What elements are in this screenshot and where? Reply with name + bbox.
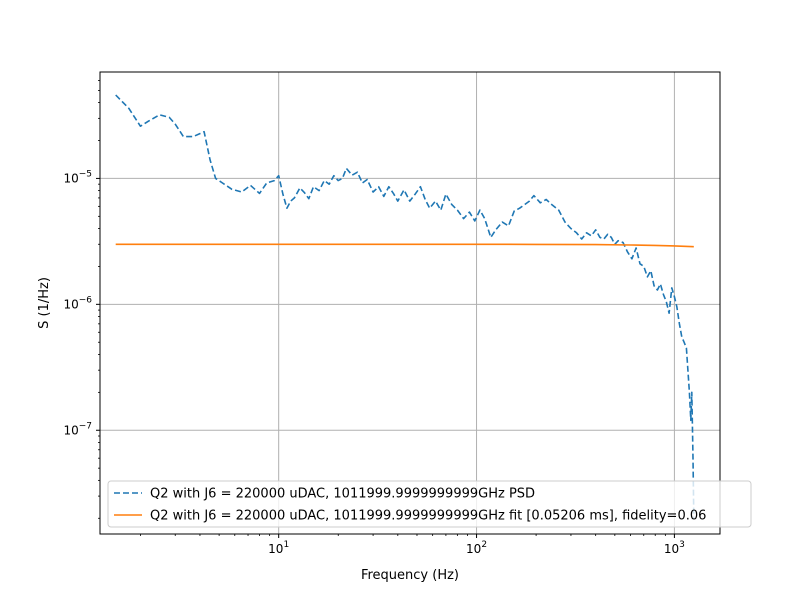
x-tick-label: 101 [268, 540, 289, 556]
legend-box [107, 480, 752, 528]
grid-lines [100, 72, 720, 534]
x-tick-label: 102 [466, 540, 487, 556]
y-tick-label: 10−5 [63, 169, 92, 185]
y-axis-label: S (1/Hz) [37, 277, 52, 329]
series-layer [115, 94, 695, 519]
legend: Q2 with J6 = 220000 uDAC, 1011999.999999… [107, 480, 752, 528]
psd-series-line [115, 94, 695, 519]
y-tick-label: 10−7 [63, 421, 92, 437]
y-tick-label: 10−6 [63, 295, 92, 311]
fit-series-line [115, 243, 694, 248]
axes-frame [99, 71, 721, 535]
x-axis-ticks: 101 102 103 [139, 534, 685, 556]
x-axis-label: Frequency (Hz) [361, 568, 459, 583]
legend-label-psd: Q2 with J6 = 220000 uDAC, 1011999.999999… [150, 487, 535, 502]
legend-label-fit: Q2 with J6 = 220000 uDAC, 1011999.999999… [150, 509, 706, 524]
x-tick-label: 103 [664, 540, 685, 556]
y-axis-ticks: 10−7 10−6 10−5 [63, 80, 100, 519]
